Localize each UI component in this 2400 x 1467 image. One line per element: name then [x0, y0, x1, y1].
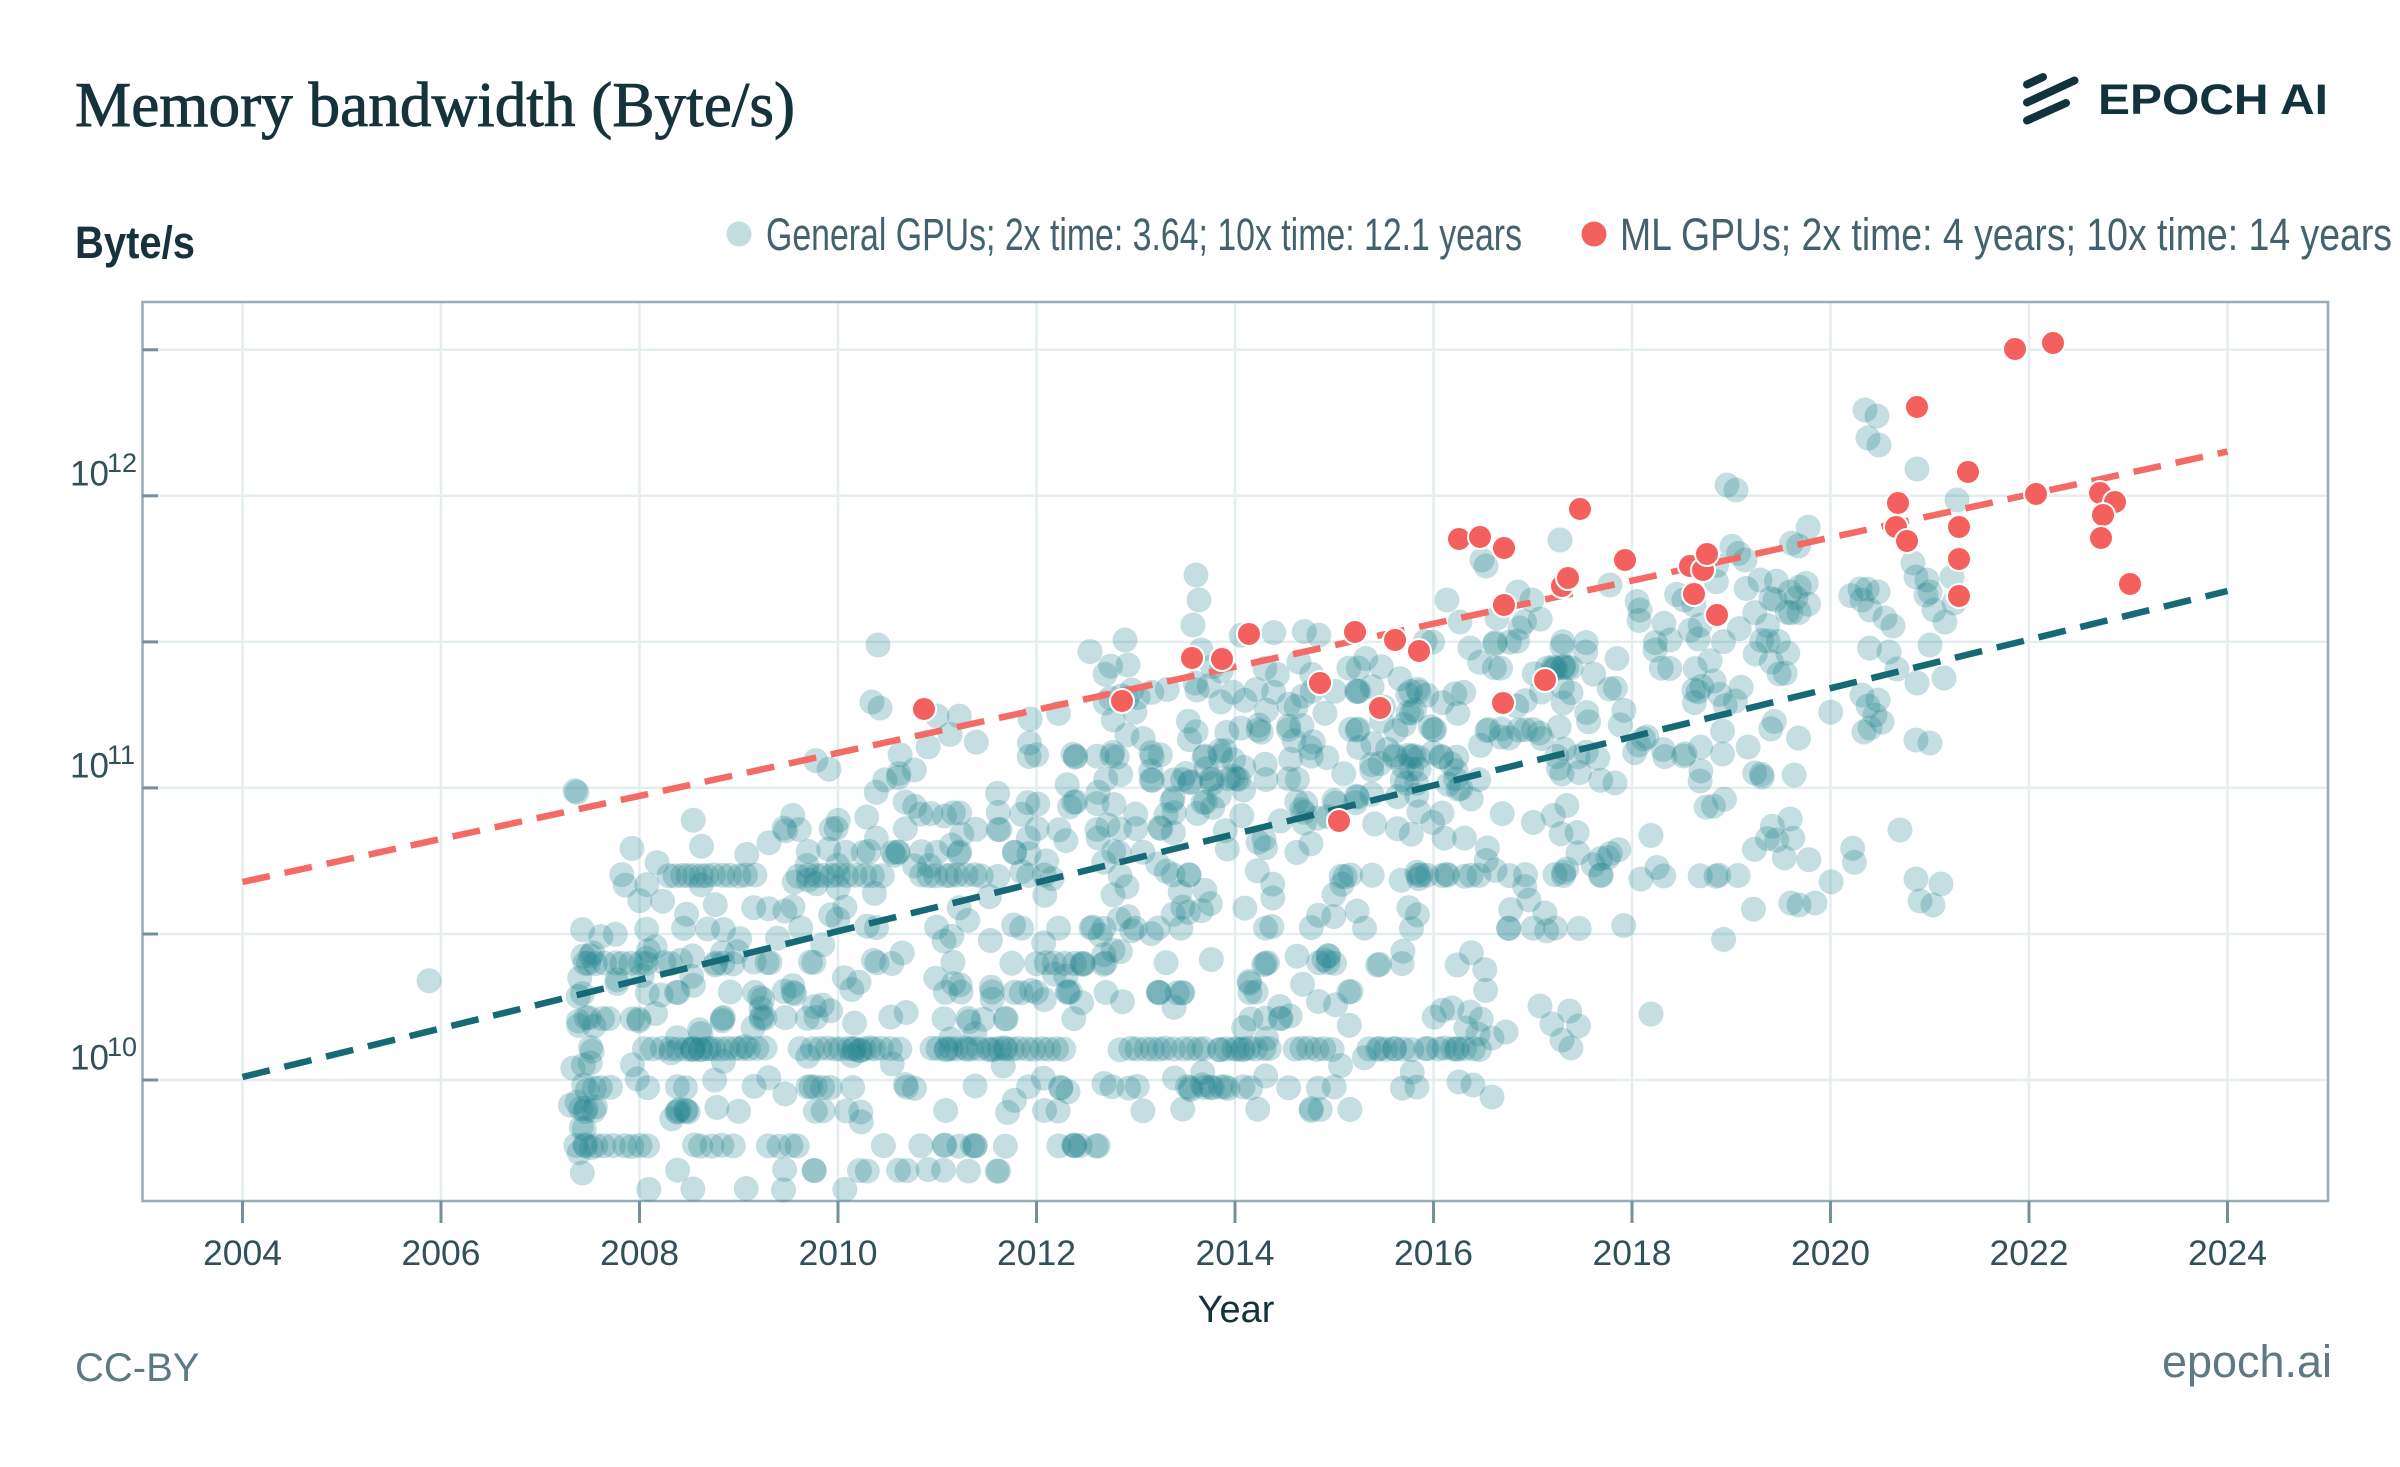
svg-text:2012: 2012: [997, 1233, 1076, 1273]
svg-text:10: 10: [107, 1032, 137, 1062]
svg-text:CC-BY: CC-BY: [75, 1346, 199, 1390]
svg-text:2024: 2024: [2188, 1233, 2267, 1273]
svg-text:11: 11: [107, 740, 135, 770]
svg-text:10: 10: [70, 746, 109, 785]
svg-text:epoch.ai: epoch.ai: [2162, 1336, 2332, 1387]
svg-text:2004: 2004: [203, 1233, 282, 1273]
svg-text:2022: 2022: [1990, 1233, 2069, 1273]
svg-text:ML GPUs; 2x time: 4 years; 10x: ML GPUs; 2x time: 4 years; 10x time: 14 …: [1620, 209, 2392, 260]
svg-text:2020: 2020: [1791, 1233, 1870, 1273]
svg-text:EPOCH AI: EPOCH AI: [2098, 76, 2328, 124]
svg-text:Byte/s: Byte/s: [75, 217, 195, 268]
svg-text:2016: 2016: [1394, 1233, 1473, 1273]
svg-text:12: 12: [107, 448, 137, 478]
svg-text:2018: 2018: [1593, 1233, 1672, 1273]
svg-text:2006: 2006: [402, 1233, 481, 1273]
svg-text:10: 10: [70, 454, 109, 493]
svg-text:10: 10: [70, 1039, 109, 1078]
svg-text:General GPUs; 2x time: 3.64; 1: General GPUs; 2x time: 3.64; 10x time: 1…: [766, 209, 1522, 260]
svg-text:2010: 2010: [799, 1233, 878, 1273]
svg-text:2008: 2008: [600, 1233, 679, 1273]
svg-text:Year: Year: [1198, 1289, 1275, 1331]
svg-text:2014: 2014: [1196, 1233, 1275, 1273]
svg-text:Memory bandwidth (Byte/s): Memory bandwidth (Byte/s): [75, 69, 795, 140]
